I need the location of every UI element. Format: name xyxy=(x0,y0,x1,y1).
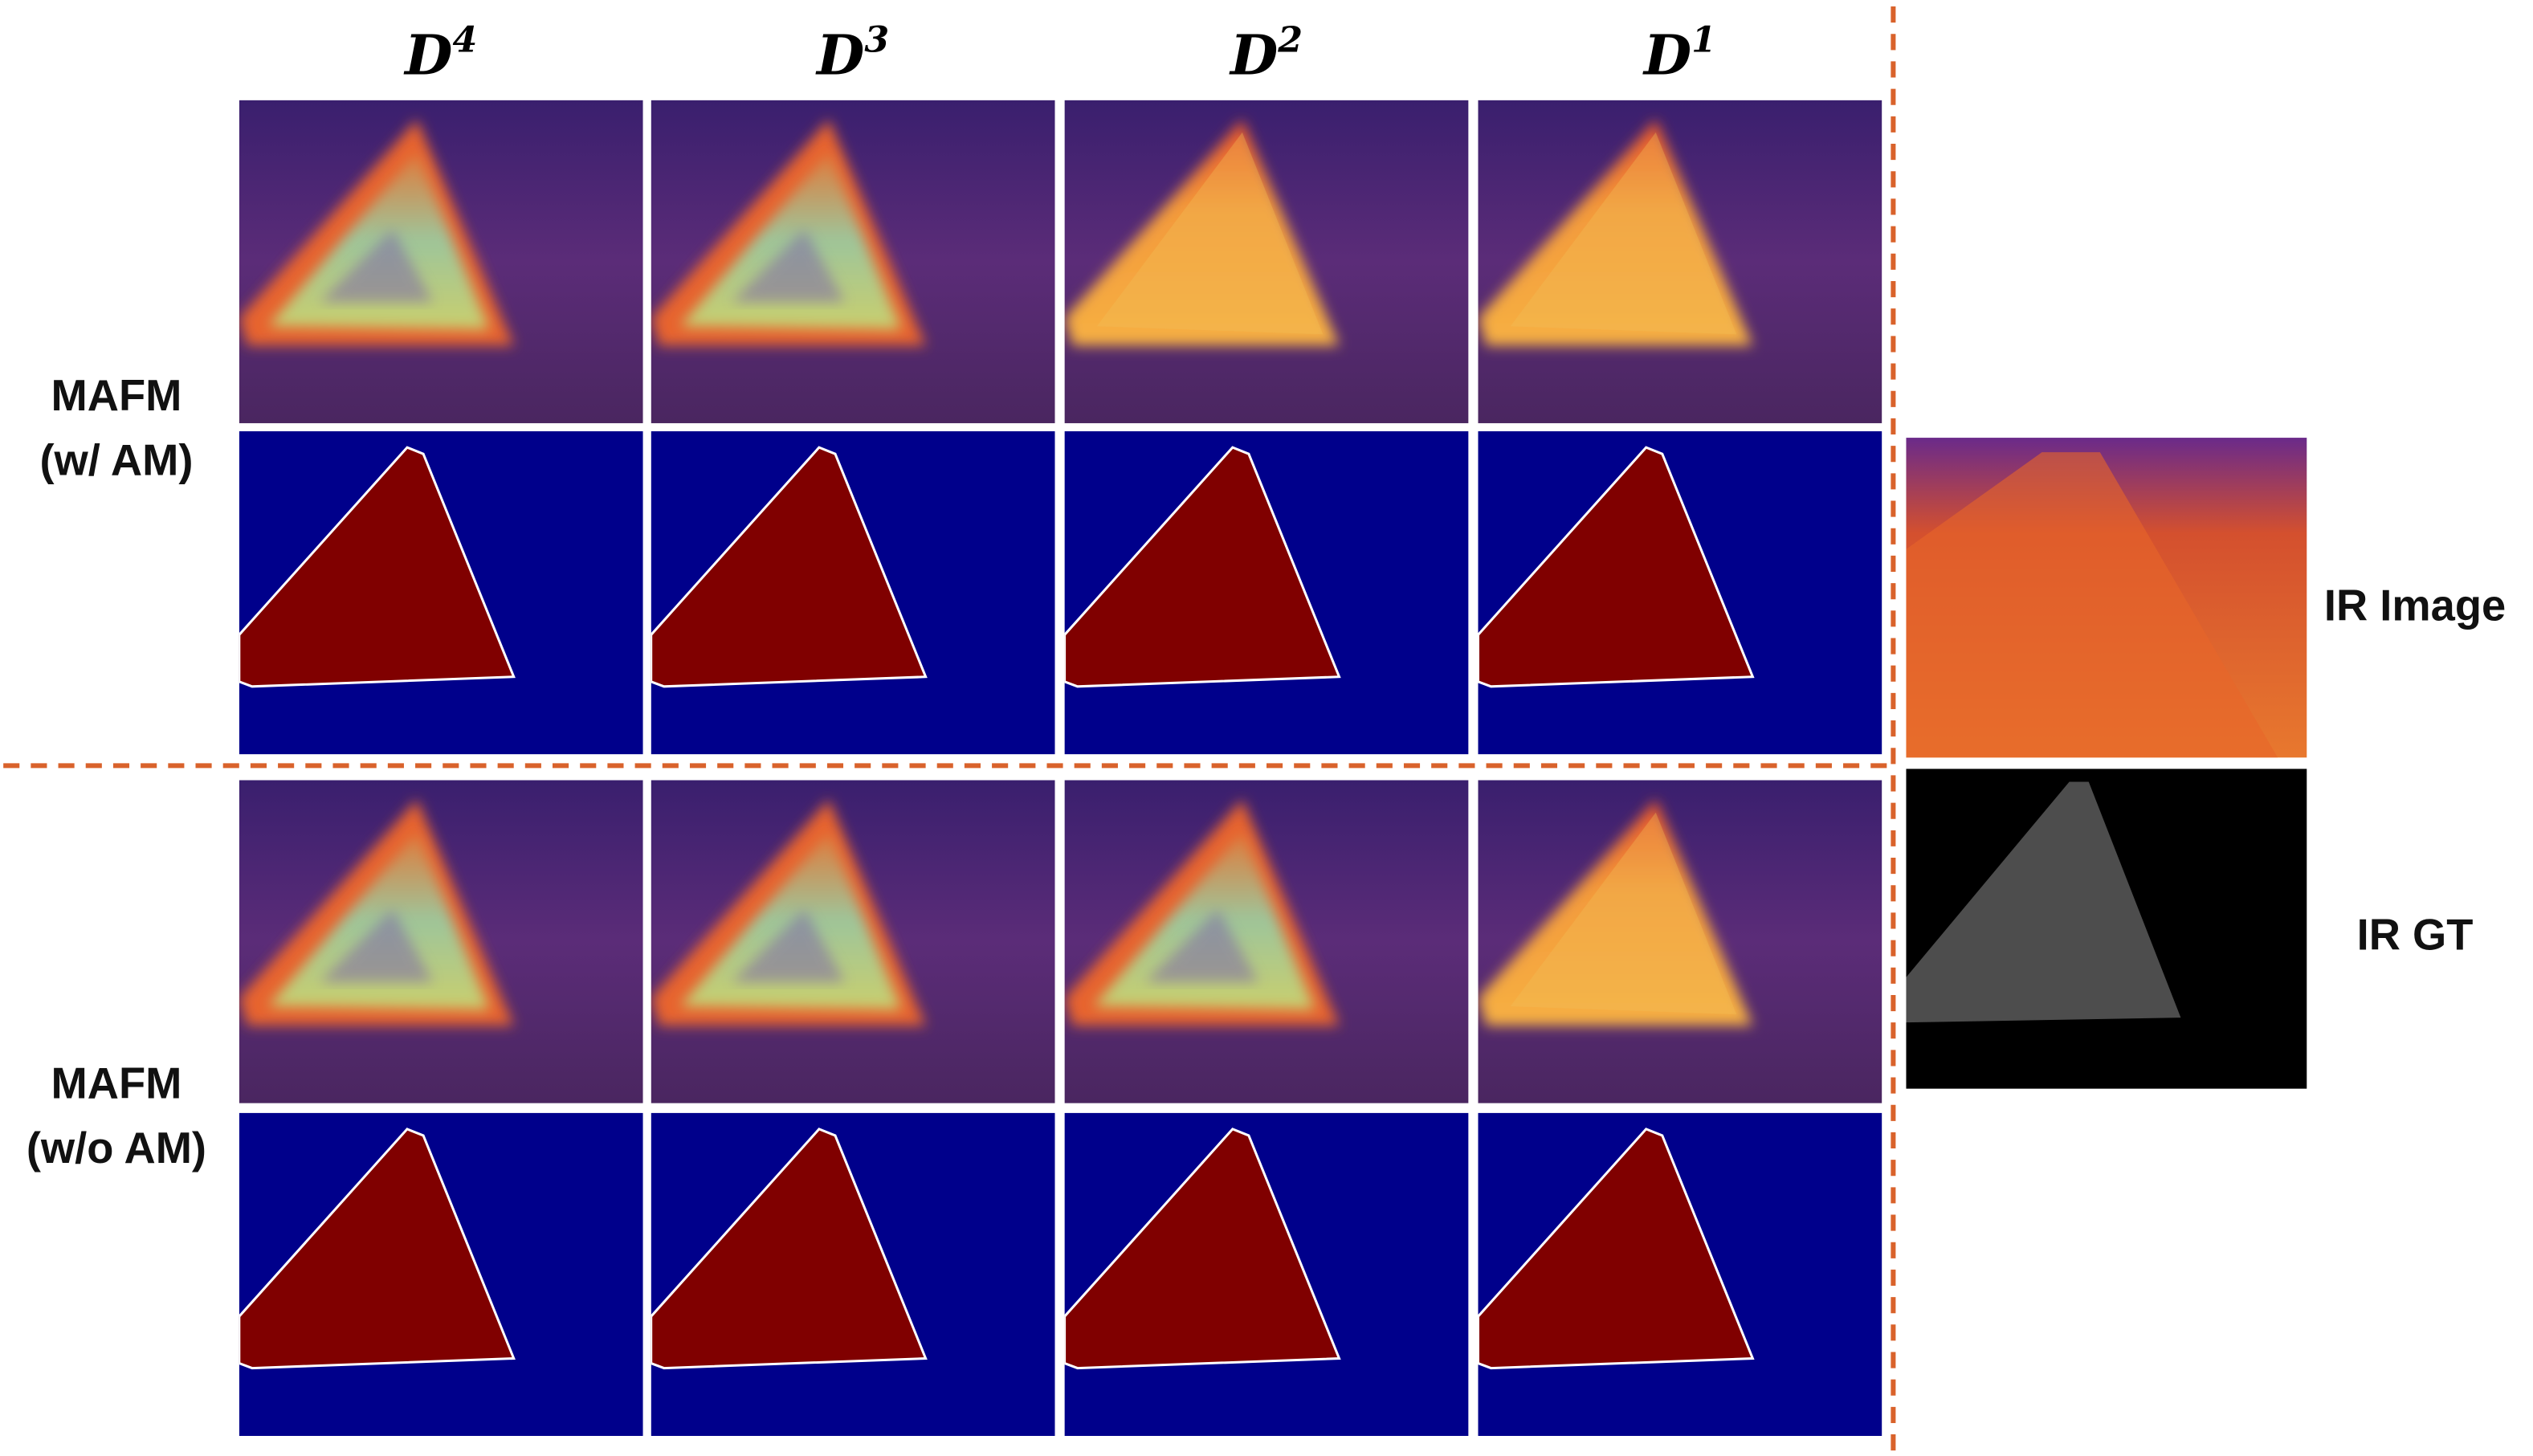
column-header: D4 xyxy=(403,18,477,88)
segmentation xyxy=(1478,1112,1882,1437)
header-letter: D xyxy=(815,24,864,88)
side-label: IR GT xyxy=(2357,911,2474,960)
segmentation xyxy=(1064,431,1469,755)
header-exponent: 4 xyxy=(452,18,477,60)
segmentation xyxy=(239,431,643,755)
header-letter: D xyxy=(1642,24,1691,88)
column-header: D2 xyxy=(1229,18,1303,88)
heatmap xyxy=(1478,100,1882,423)
header-letter: D xyxy=(403,24,452,88)
segmentation xyxy=(239,1112,643,1437)
segmentation xyxy=(1478,431,1882,755)
heatmap xyxy=(239,100,643,423)
heatmap xyxy=(1065,100,1469,423)
segmentation xyxy=(1064,1112,1469,1437)
row-label: (w/o AM) xyxy=(27,1124,206,1173)
heatmap xyxy=(1065,780,1469,1103)
row-label: MAFM xyxy=(51,371,182,420)
heatmap xyxy=(1478,780,1882,1103)
segmentation xyxy=(651,1112,1055,1437)
ir-image xyxy=(1906,438,2307,758)
segmentation xyxy=(651,431,1055,755)
heatmap xyxy=(239,780,643,1103)
header-exponent: 2 xyxy=(1277,18,1303,60)
side-label: IR Image xyxy=(2324,581,2506,630)
header-letter: D xyxy=(1229,24,1278,88)
row-label: MAFM xyxy=(51,1059,182,1108)
heatmap xyxy=(651,100,1055,423)
column-header: D1 xyxy=(1642,18,1716,88)
row-label: (w/ AM) xyxy=(39,435,193,484)
header-exponent: 3 xyxy=(864,18,889,60)
column-header: D3 xyxy=(815,18,889,88)
header-exponent: 1 xyxy=(1691,18,1716,60)
heatmap xyxy=(651,780,1055,1103)
ir-gt xyxy=(1906,769,2307,1089)
